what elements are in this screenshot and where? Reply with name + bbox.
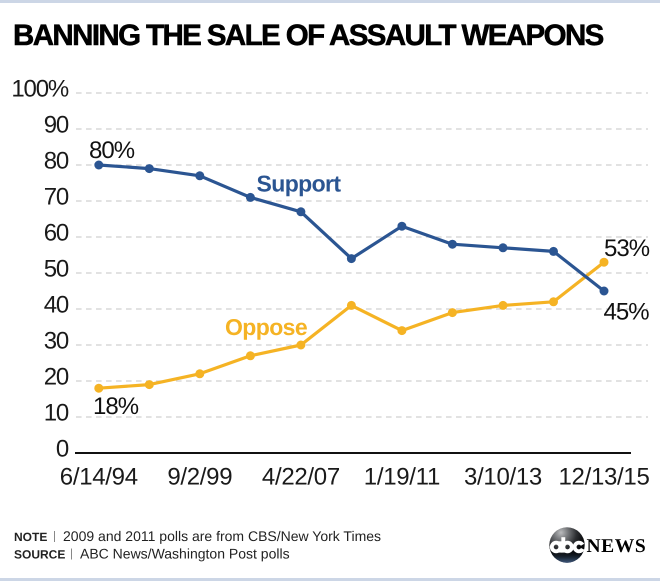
svg-text:80%: 80% — [89, 137, 135, 164]
svg-text:45%: 45% — [604, 298, 650, 325]
svg-text:20: 20 — [44, 363, 69, 390]
svg-text:Oppose: Oppose — [225, 314, 307, 340]
svg-text:NEWS: NEWS — [587, 536, 647, 557]
svg-text:53%: 53% — [604, 235, 650, 262]
svg-text:Support: Support — [257, 171, 342, 197]
svg-text:60: 60 — [44, 219, 69, 246]
svg-text:12/13/15: 12/13/15 — [558, 464, 649, 491]
svg-text:100%: 100% — [11, 75, 68, 102]
svg-text:ABC News/Washington Post polls: ABC News/Washington Post polls — [80, 546, 290, 562]
svg-text:0: 0 — [56, 435, 69, 462]
svg-text:SOURCE: SOURCE — [14, 548, 65, 562]
svg-text:30: 30 — [44, 327, 69, 354]
svg-text:1/19/11: 1/19/11 — [364, 464, 440, 491]
svg-text:40: 40 — [44, 291, 69, 318]
svg-text:80: 80 — [44, 147, 69, 174]
svg-text:10: 10 — [44, 399, 69, 426]
svg-text:2009 and 2011 polls are from C: 2009 and 2011 polls are from CBS/New Yor… — [63, 528, 381, 544]
svg-text:9/2/99: 9/2/99 — [167, 464, 232, 491]
svg-text:90: 90 — [44, 111, 69, 138]
svg-text:6/14/94: 6/14/94 — [60, 464, 138, 491]
svg-text:3/10/13: 3/10/13 — [464, 464, 542, 491]
svg-text:50: 50 — [44, 255, 69, 282]
svg-text:4/22/07: 4/22/07 — [262, 464, 340, 491]
svg-text:NOTE: NOTE — [14, 530, 47, 544]
svg-text:70: 70 — [44, 183, 69, 210]
svg-text:18%: 18% — [93, 393, 139, 420]
